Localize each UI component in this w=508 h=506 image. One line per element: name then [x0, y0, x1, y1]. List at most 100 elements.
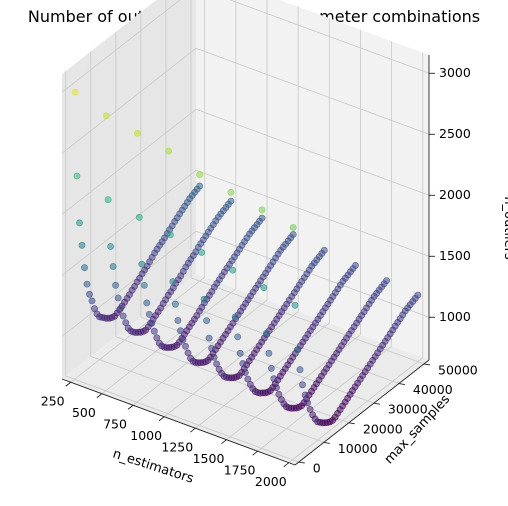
data-point: [275, 390, 283, 398]
x-gridline: [101, 288, 237, 395]
gridlines: [61, 0, 430, 464]
data-point: [198, 249, 205, 256]
data-point: [138, 260, 146, 268]
data-point: [301, 391, 309, 399]
y-tick-label: 50000: [438, 362, 478, 377]
x-tick-label: 2000: [255, 474, 287, 489]
x-tick-mark: [252, 450, 258, 456]
z-gridline: [195, 47, 430, 135]
data-point: [119, 312, 127, 320]
data-point: [179, 336, 187, 344]
x-tick-label: 1750: [224, 463, 256, 478]
z-tick-label: 3000: [439, 65, 471, 80]
data-point: [270, 375, 278, 383]
z-gridline: [195, 169, 430, 257]
data-point: [107, 243, 114, 250]
data-point: [86, 290, 93, 298]
back-pane: [196, 0, 429, 360]
data-point: [171, 300, 179, 308]
data-point: [213, 360, 220, 368]
data-point: [227, 188, 235, 196]
data-point: [169, 278, 177, 286]
data-point: [135, 213, 143, 221]
y-tick-label: 30000: [388, 402, 428, 417]
data-point: [231, 313, 239, 321]
x-tick-mark: [127, 404, 134, 410]
z-gridline: [195, 230, 430, 318]
y-tick-label: 10000: [338, 441, 378, 456]
z-gridline: [61, 169, 197, 276]
y-tick-mark: [373, 402, 380, 405]
data-point: [229, 266, 237, 274]
x-axis-line: [61, 378, 296, 466]
data-point: [88, 297, 96, 305]
y-axis-line: [294, 359, 430, 466]
x-tick-label: 1000: [130, 428, 162, 443]
x-tick-mark: [65, 381, 72, 387]
data-point: [239, 360, 247, 367]
data-point: [91, 305, 98, 313]
data-point: [148, 319, 156, 327]
data-point: [102, 112, 110, 120]
data-point: [76, 219, 83, 227]
data-point: [234, 333, 242, 341]
y-gridline: [165, 297, 400, 384]
data-point: [244, 375, 252, 383]
data-point: [78, 241, 86, 249]
x-tick-label: 1500: [193, 451, 225, 466]
y-tick-label: 0: [313, 461, 321, 476]
z-tick-label: 2500: [439, 126, 471, 141]
z-gridline: [195, 108, 430, 196]
x-gridline: [163, 311, 299, 418]
data-point: [81, 264, 88, 272]
x-gridline: [132, 299, 268, 406]
data-point: [205, 334, 213, 342]
data-point: [133, 129, 141, 137]
data-point: [196, 171, 204, 179]
y-gridline: [190, 277, 425, 365]
data-point: [71, 88, 79, 96]
y-tick-label: 40000: [413, 382, 453, 397]
data-point: [291, 301, 299, 309]
data-point: [265, 349, 273, 357]
z-axis-label: n_outliers: [501, 196, 508, 260]
x-tick-mark: [190, 427, 196, 433]
data-point: [200, 295, 208, 303]
data-point: [145, 310, 153, 318]
y-gridline: [65, 375, 299, 463]
data-point: [182, 342, 189, 350]
data-point: [150, 327, 158, 335]
x-tick-mark: [96, 393, 103, 399]
data-point: [210, 353, 218, 361]
data-point: [208, 344, 215, 352]
x-tick-label: 750: [103, 417, 127, 432]
z-gridline: [61, 0, 181, 93]
data-point: [267, 364, 275, 372]
data-point: [143, 299, 151, 307]
data-point: [83, 280, 91, 288]
data-points: [71, 88, 422, 427]
data-point: [73, 172, 81, 180]
data-point: [122, 319, 130, 326]
data-point: [203, 317, 210, 324]
data-point: [236, 349, 244, 357]
z-tick-label: 2000: [439, 187, 471, 202]
y-tick-label: 20000: [363, 421, 403, 436]
z-gridline: [229, 0, 430, 74]
y-tick-mark: [298, 461, 305, 464]
y-tick-mark: [323, 441, 330, 444]
z-gridline: [61, 108, 197, 215]
ticks: 2505007501000125015001750200001000020000…: [41, 65, 478, 489]
y-tick-mark: [423, 363, 431, 366]
data-point: [262, 329, 270, 337]
data-point: [166, 231, 174, 239]
data-point: [299, 381, 306, 389]
z-gridline: [61, 47, 197, 154]
x-tick-label: 1250: [161, 440, 193, 455]
data-point: [174, 317, 182, 324]
x-tick-mark: [283, 462, 290, 468]
data-point: [260, 284, 268, 292]
z-gridline: [61, 230, 197, 337]
side-pane: [62, 0, 196, 379]
